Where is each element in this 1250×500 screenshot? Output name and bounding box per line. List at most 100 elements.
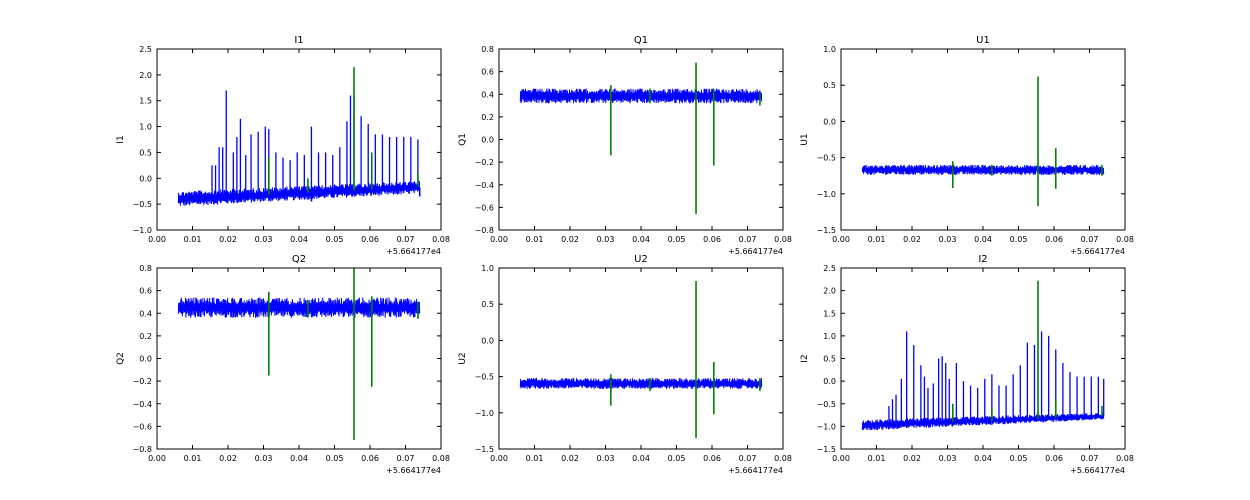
subplot-title: U1 [976, 35, 990, 46]
subplot-title: U2 [634, 254, 648, 265]
y-axis-label: U2 [458, 352, 468, 364]
y-tick-label: −0.6 [133, 422, 152, 431]
y-tick-label: 0.6 [139, 287, 152, 296]
y-axis-label: I2 [800, 354, 810, 362]
x-tick-label: 0.08 [774, 454, 792, 463]
y-tick-label: 0.0 [481, 136, 494, 145]
x-tick-label: 0.06 [1045, 454, 1063, 463]
series-2 [610, 62, 761, 215]
y-tick-label: 1.0 [823, 332, 836, 341]
y-tick-label: 0.5 [139, 148, 152, 157]
subplot-u1: 0.00 0.01 0.02 0.03 0.04 0.05 0.06 0.07 0.08 −1.5… [800, 35, 1134, 256]
x-tick-label: 0.07 [739, 235, 757, 244]
x-tick-label: 0.05 [326, 235, 344, 244]
y-tick-label: 1.0 [823, 45, 836, 54]
x-tick-label: 0.03 [597, 235, 615, 244]
series-2 [268, 67, 419, 195]
series-1 [519, 378, 763, 389]
subplot-grid: 0.00 0.01 0.02 0.03 0.04 0.05 0.06 0.07 0.08 −1.0… [116, 35, 1134, 475]
y-tick-label: 0.5 [481, 300, 494, 309]
subplot-q2: 0.00 0.01 0.02 0.03 0.04 0.05 0.06 0.07 0.08 −0.8… [116, 254, 450, 475]
x-tick-label: 0.06 [361, 235, 379, 244]
x-tick-label: 0.06 [1045, 235, 1063, 244]
x-offset-label: +5.664177e4 [386, 466, 441, 475]
x-tick-label: 0.03 [939, 454, 957, 463]
noise-band [519, 378, 763, 389]
subplot-i1: 0.00 0.01 0.02 0.03 0.04 0.05 0.06 0.07 0.08 −1.0… [116, 35, 450, 256]
subplot-u2: 0.00 0.01 0.02 0.03 0.04 0.05 0.06 0.07 0.08 −1.5… [458, 254, 792, 475]
x-tick-label: 0.06 [703, 454, 721, 463]
y-tick-label: 0.8 [139, 264, 152, 273]
y-tick-label: 1.0 [139, 123, 152, 132]
noise-band [177, 297, 421, 318]
x-tick-label: 0.00 [490, 235, 508, 244]
plot-area [861, 76, 1105, 207]
y-tick-label: 0.0 [823, 377, 836, 386]
x-tick-label: 0.00 [832, 235, 850, 244]
x-tick-label: 0.05 [326, 454, 344, 463]
x-offset-label: +5.664177e4 [728, 247, 783, 256]
x-tick-label: 0.02 [903, 454, 921, 463]
y-tick-label: −0.4 [475, 181, 494, 190]
x-offset-label: +5.664177e4 [1070, 247, 1125, 256]
x-tick-label: 0.06 [703, 235, 721, 244]
x-tick-label: 0.02 [561, 454, 579, 463]
y-tick-label: 2.0 [139, 71, 152, 80]
x-tick-label: 0.03 [939, 235, 957, 244]
x-tick-label: 0.01 [526, 235, 544, 244]
y-tick-label: 0.0 [481, 336, 494, 345]
x-offset-label: +5.664177e4 [386, 247, 441, 256]
x-offset-label: +5.664177e4 [1070, 466, 1125, 475]
x-tick-label: 0.04 [290, 235, 308, 244]
x-tick-label: 0.05 [1010, 454, 1028, 463]
y-tick-label: −1.0 [475, 409, 494, 418]
x-tick-label: 0.04 [632, 235, 650, 244]
x-tick-label: 0.00 [490, 454, 508, 463]
y-tick-label: −1.0 [133, 226, 152, 235]
y-tick-label: −0.6 [475, 203, 494, 212]
x-tick-label: 0.07 [397, 235, 415, 244]
series-1 [861, 331, 1105, 431]
plot-area [177, 268, 421, 440]
x-tick-label: 0.07 [397, 454, 415, 463]
y-tick-label: 0.5 [823, 81, 836, 90]
y-tick-label: −1.5 [475, 445, 494, 454]
subplot-i2: 0.00 0.01 0.02 0.03 0.04 0.05 0.06 0.07 0.08 −1.5… [800, 254, 1134, 475]
y-tick-label: 0.8 [481, 45, 494, 54]
series-2 [952, 76, 1103, 207]
x-tick-label: 0.08 [774, 235, 792, 244]
y-tick-label: 0.0 [139, 174, 152, 183]
x-tick-label: 0.00 [148, 454, 166, 463]
y-tick-label: 0.2 [139, 332, 152, 341]
y-tick-label: −0.5 [133, 200, 152, 209]
y-tick-label: 1.5 [823, 309, 836, 318]
y-tick-label: 0.2 [481, 113, 494, 122]
y-tick-label: −1.5 [817, 445, 836, 454]
x-tick-label: 0.02 [219, 235, 237, 244]
y-tick-label: 0.4 [481, 90, 494, 99]
x-tick-label: 0.01 [184, 235, 202, 244]
y-tick-label: 0.5 [823, 355, 836, 364]
y-tick-label: 2.5 [823, 264, 836, 273]
plot-area [861, 280, 1105, 431]
series-2 [952, 280, 1103, 422]
x-tick-label: 0.00 [148, 235, 166, 244]
x-tick-label: 0.06 [361, 454, 379, 463]
series-1 [177, 297, 421, 318]
y-tick-label: −0.2 [133, 377, 152, 386]
x-tick-label: 0.07 [739, 454, 757, 463]
noise-band [519, 88, 763, 104]
x-tick-label: 0.07 [1081, 454, 1099, 463]
y-tick-label: −0.5 [817, 400, 836, 409]
plot-area [177, 67, 421, 206]
x-tick-label: 0.04 [974, 235, 992, 244]
subplot-title: Q2 [292, 254, 306, 265]
x-tick-label: 0.08 [432, 235, 450, 244]
x-tick-label: 0.08 [432, 454, 450, 463]
x-tick-label: 0.08 [1116, 454, 1134, 463]
x-tick-label: 0.07 [1081, 235, 1099, 244]
y-axis-label: Q2 [116, 352, 126, 365]
y-tick-label: −1.0 [817, 422, 836, 431]
